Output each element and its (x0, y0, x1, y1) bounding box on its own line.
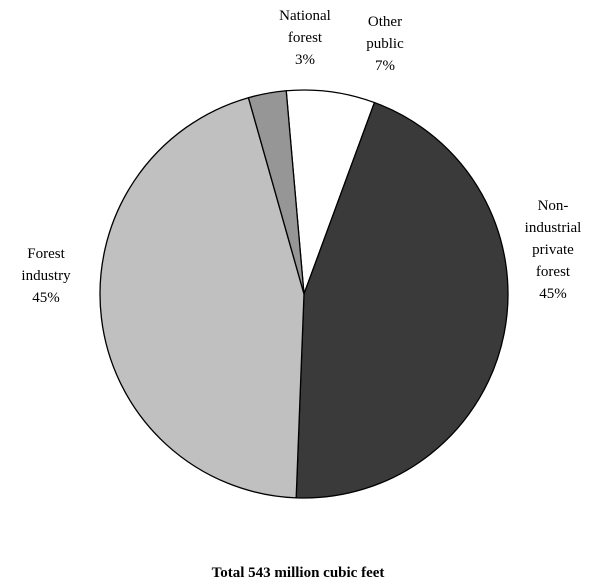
slice-value-label: 3% (295, 52, 315, 68)
slice-value-label: 45% (539, 286, 567, 302)
slice-value-label: 45% (32, 290, 60, 306)
slice-category-label: public (366, 36, 404, 52)
pie-slice (295, 101, 509, 499)
slice-label: Forest industry 45% (21, 246, 71, 306)
slice-label: Non-industrial private forest 45% (525, 198, 582, 302)
chart-caption: Total 543 million cubic feet (212, 565, 385, 581)
slice-category-label: industry (21, 268, 71, 284)
slice-category-label: National (279, 8, 331, 24)
pie-slice (99, 96, 305, 499)
slice-category-label: industrial (525, 220, 582, 236)
slice-category-label: forest (536, 264, 571, 280)
slice-category-label: Other (368, 14, 402, 30)
slice-label: Other public 7% (366, 14, 404, 74)
slice-value-label: 7% (375, 58, 395, 74)
slice-category-label: forest (288, 30, 323, 46)
slice-label: National forest 3% (279, 8, 331, 68)
pie-slice (247, 90, 305, 295)
slice-category-label: private (532, 242, 574, 258)
slice-category-label: Non- (538, 198, 569, 214)
slice-category-label: Forest (27, 246, 65, 262)
pie-labels: Other public 7% Non-industrial private forest… (21, 8, 581, 306)
pie-slices (99, 89, 509, 499)
